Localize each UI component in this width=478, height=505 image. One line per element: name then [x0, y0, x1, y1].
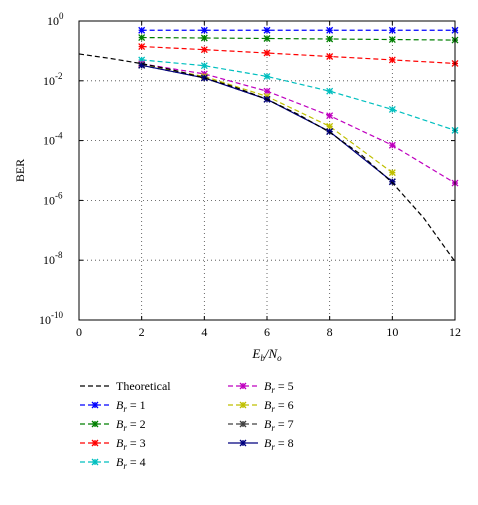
x-tick-label: 4 — [201, 325, 207, 339]
legend-marker — [91, 401, 99, 409]
legend-entry: Br = 7 — [228, 417, 294, 433]
series-point — [388, 141, 396, 149]
series-point — [200, 46, 208, 54]
series-point — [326, 35, 334, 43]
series-point — [388, 26, 396, 34]
series-point — [263, 87, 271, 95]
legend-entry: Br = 5 — [228, 379, 294, 395]
legend-entry: Br = 1 — [80, 398, 146, 414]
legend-entry: Br = 3 — [80, 436, 146, 452]
series-line — [141, 59, 456, 131]
series-point — [326, 87, 334, 95]
series-point — [326, 112, 334, 120]
series-line — [141, 63, 456, 184]
legend-label: Br = 2 — [116, 417, 146, 433]
y-tick-label: 10-4 — [43, 131, 63, 148]
data-curves — [78, 26, 459, 262]
series-br-4 — [138, 56, 459, 134]
legend-marker — [239, 401, 247, 409]
y-tick-label: 10-6 — [43, 190, 63, 207]
series-point — [326, 53, 334, 60]
legend-label: Br = 5 — [264, 379, 294, 395]
legend-label: Br = 4 — [116, 455, 146, 471]
legend-label: Br = 1 — [116, 398, 146, 414]
series-point — [388, 178, 396, 186]
legend-entry: Br = 2 — [80, 417, 146, 433]
legend-label: Br = 6 — [264, 398, 294, 414]
series-point — [138, 34, 146, 41]
series-point — [388, 106, 396, 113]
series-point — [326, 26, 334, 34]
series-line — [141, 64, 393, 183]
series-br-1 — [138, 26, 459, 34]
x-axis-label: Eb/No — [251, 346, 282, 363]
series-point — [200, 26, 208, 34]
x-tick-label: 8 — [327, 325, 333, 339]
y-tick-label: 10-10 — [39, 310, 63, 327]
series-point — [388, 169, 396, 177]
series-br-5 — [138, 60, 459, 187]
series-br-3 — [138, 43, 459, 67]
series-line — [141, 64, 393, 183]
series-theoretical — [78, 53, 456, 262]
y-axis-ticks: 100 10-2 10-4 10-6 10-8 10-10 — [39, 11, 455, 327]
legend-entry: Theoretical — [80, 379, 171, 393]
series-point — [200, 74, 208, 82]
series-point — [388, 36, 396, 43]
x-tick-label: 0 — [76, 325, 82, 339]
x-axis-ticks: 0 2 4 6 8 10 12 — [76, 21, 461, 339]
series-point — [326, 122, 334, 130]
series-point — [263, 35, 271, 42]
y-tick-label: 10-8 — [43, 250, 63, 267]
legend-entry: Br = 6 — [228, 398, 294, 414]
x-tick-label: 2 — [139, 325, 145, 339]
x-tick-label: 6 — [264, 325, 270, 339]
legend-label: Br = 8 — [264, 436, 294, 452]
legend-marker — [91, 458, 99, 466]
legend-marker — [91, 439, 99, 447]
legend-marker — [239, 439, 247, 447]
series-point — [200, 34, 208, 42]
series-point — [138, 61, 146, 69]
legend-entry: Br = 8 — [228, 436, 294, 452]
legend-entry: Br = 4 — [80, 455, 146, 471]
y-tick-label: 100 — [47, 11, 64, 28]
legend-label: Theoretical — [116, 379, 171, 393]
series-point — [138, 43, 146, 50]
legend-marker — [91, 420, 99, 428]
legend-marker — [239, 420, 247, 428]
legend: Theoretical Br = 1 Br = 2 Br = 3 Br = 4 Br = … — [80, 379, 294, 471]
series-point — [263, 26, 271, 34]
x-tick-label: 12 — [449, 325, 461, 339]
x-tick-label: 10 — [386, 325, 398, 339]
series-point — [388, 56, 396, 64]
theoretical-line — [78, 53, 456, 262]
series-point — [263, 72, 271, 80]
grid-lines — [79, 21, 455, 320]
legend-label: Br = 3 — [116, 436, 146, 452]
series-br-2 — [138, 34, 459, 44]
legend-label: Br = 7 — [264, 417, 294, 433]
series-line — [141, 45, 456, 65]
series-point — [138, 26, 146, 34]
y-axis-label: BER — [13, 159, 27, 182]
series-point — [263, 49, 271, 57]
legend-marker — [239, 382, 247, 390]
y-tick-label: 10-2 — [43, 71, 63, 88]
series-point — [200, 62, 208, 70]
series-line — [141, 36, 456, 41]
